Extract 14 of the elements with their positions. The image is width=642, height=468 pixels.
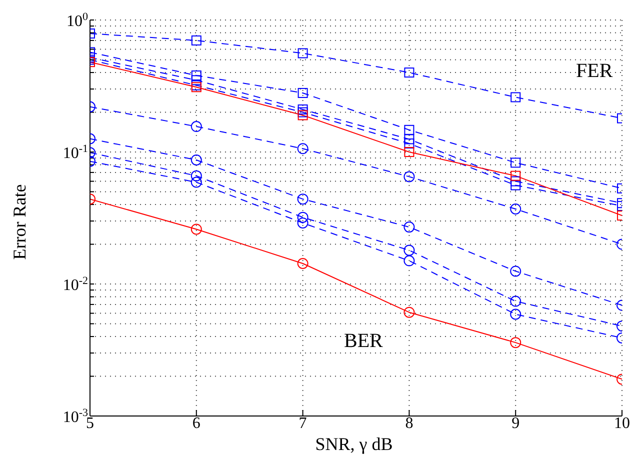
- x-tick-label: 10: [614, 415, 630, 432]
- x-tick-label: 8: [405, 415, 414, 432]
- y-tick-label: 10$^{-3}$: [62, 407, 88, 426]
- y-tick-label: 10$^{-2}$: [62, 275, 88, 294]
- annotation: FER: [576, 60, 613, 83]
- annotation: BER: [344, 330, 383, 353]
- y-tick-label: 10$^{-1}$: [62, 143, 88, 162]
- x-tick-label: 7: [298, 415, 307, 432]
- x-tick-label: 6: [192, 415, 200, 432]
- x-tick-label: 9: [512, 415, 520, 432]
- y-axis-title: Error Rate: [10, 184, 30, 260]
- x-axis-title: SNR, γ dB: [314, 434, 394, 455]
- y-tick-label: 10$^{0}$: [66, 11, 88, 30]
- x-tick-label: 5: [86, 415, 94, 432]
